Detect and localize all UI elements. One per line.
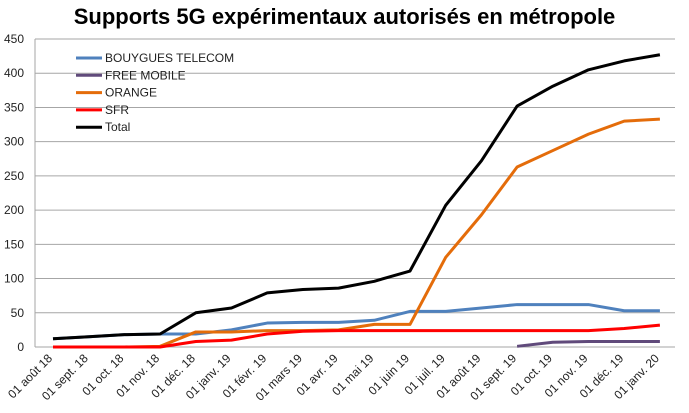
y-tick-label: 350 [4, 100, 24, 114]
y-tick-label: 250 [4, 169, 24, 183]
y-tick-label: 200 [4, 203, 24, 217]
y-tick-label: 0 [17, 340, 24, 354]
series-line-free-mobile [516, 340, 660, 348]
y-tick-label: 450 [4, 32, 24, 46]
y-tick-label: 400 [4, 66, 24, 80]
y-tick-label: 150 [4, 237, 24, 251]
legend-label: BOUYGUES TELECOM [105, 51, 234, 65]
legend-label: ORANGE [105, 86, 157, 100]
y-tick-label: 100 [4, 272, 24, 286]
legend-label: SFR [105, 103, 129, 117]
series-line-total [52, 53, 661, 341]
series-line-sfr [53, 323, 661, 349]
y-tick-label: 50 [11, 306, 25, 320]
y-tick-label: 300 [4, 135, 24, 149]
legend-label: FREE MOBILE [105, 68, 186, 82]
chart-title: Supports 5G expérimentaux autorisés en m… [73, 4, 616, 29]
legend-label: Total [105, 120, 130, 134]
